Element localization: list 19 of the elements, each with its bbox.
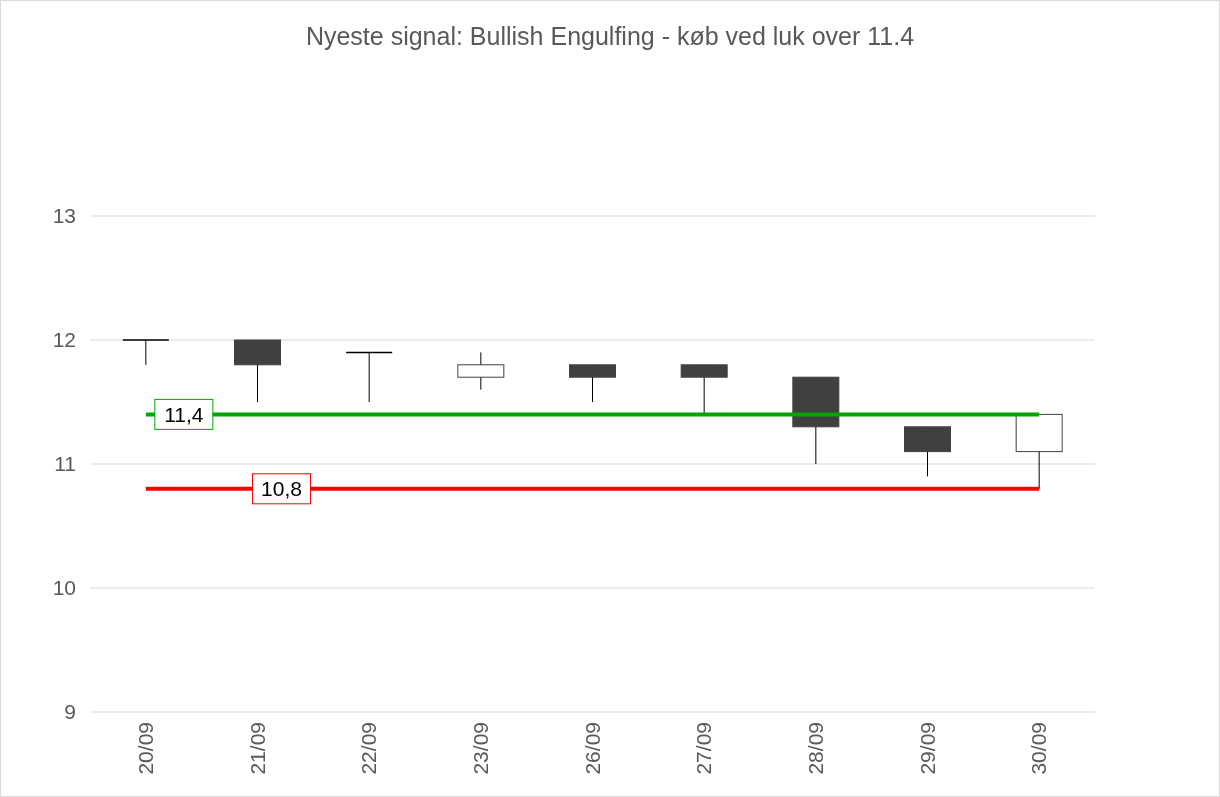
chart-title: Nyeste signal: Bullish Engulfing - køb ved luk over 11.4 [305,22,915,50]
x-tick-label: 27/09 [692,722,716,775]
x-tick-label: 28/09 [803,722,827,775]
y-tick-label: 12 [52,328,76,352]
x-tick-label: 20/09 [133,722,157,775]
y-tick-label: 9 [64,700,76,724]
x-tick-label: 22/09 [357,722,381,775]
y-tick-label: 10 [52,576,76,600]
y-tick-label: 11 [54,452,76,476]
candlestick [345,351,393,403]
x-tick-label: 21/09 [245,722,269,775]
candlestick [122,339,170,366]
x-tick-label: 29/09 [915,722,939,775]
y-tick-label: 13 [52,204,76,228]
x-tick-label: 26/09 [580,722,604,775]
x-tick-label: 30/09 [1027,722,1051,775]
ref-line-label: 11,4 [164,402,204,426]
ref-line-label: 10,8 [261,477,302,501]
x-tick-label: 23/09 [468,722,492,775]
